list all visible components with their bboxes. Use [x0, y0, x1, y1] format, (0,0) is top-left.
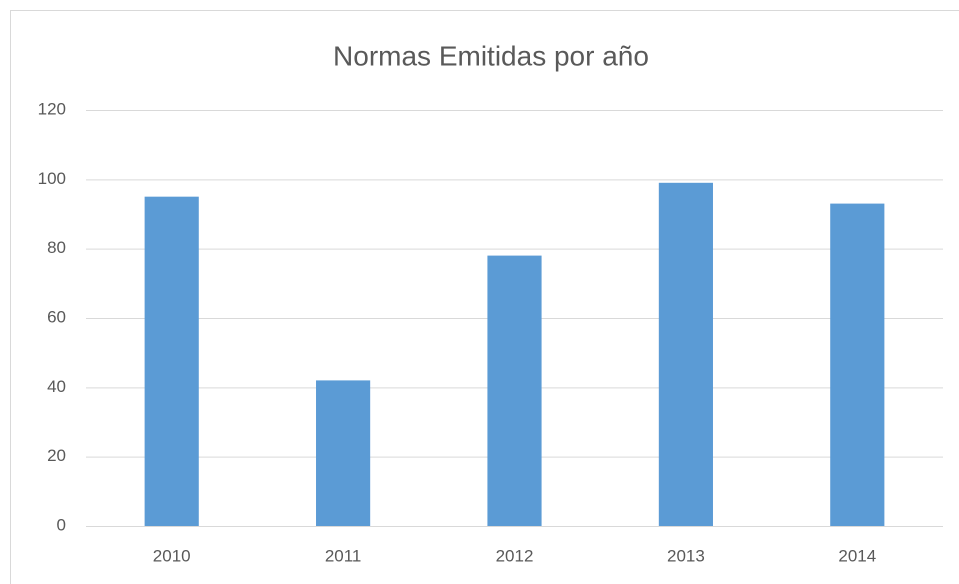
y-tick-label: 60: [47, 307, 66, 326]
y-tick-label: 80: [47, 238, 66, 257]
bar: [144, 196, 199, 526]
chart-title: Normas Emitidas por año: [333, 40, 649, 71]
y-tick-label: 120: [38, 99, 66, 118]
y-tick-label: 0: [57, 515, 66, 534]
y-tick-label: 100: [38, 169, 66, 188]
x-tick-label: 2010: [153, 546, 191, 565]
bar: [487, 255, 542, 526]
bar: [830, 203, 885, 526]
bar: [316, 380, 371, 526]
y-tick-label: 40: [47, 377, 66, 396]
x-tick-label: 2013: [667, 546, 705, 565]
x-tick-label: 2012: [496, 546, 534, 565]
y-tick-label: 20: [47, 446, 66, 465]
bar: [658, 182, 713, 527]
x-tick-label: 2014: [838, 546, 876, 565]
x-tick-label: 2011: [325, 546, 362, 565]
